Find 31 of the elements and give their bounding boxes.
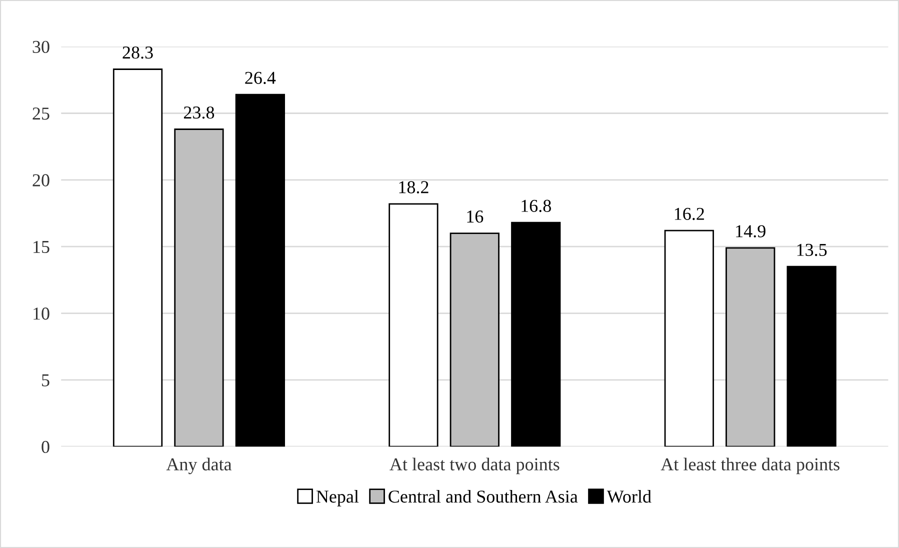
bar [511,222,561,447]
data-label: 28.3 [122,46,153,59]
bar [388,203,438,447]
y-tick-label: 30 [32,40,50,54]
data-label: 18.2 [399,181,428,194]
x-tick-label: Any data [166,458,232,474]
data-label: 16 [467,210,484,223]
y-tick-label: 20 [32,174,50,186]
data-label: 14.9 [736,225,766,238]
legend-label: Nepal [316,490,359,506]
y-tick-label: 10 [34,308,50,320]
bar [235,94,285,447]
bar [450,232,500,447]
bar [664,230,714,447]
y-tick-label: 25 [32,108,50,120]
x-tick-label: At least two data points [390,458,560,474]
x-tick-label: At least three data points [660,458,840,474]
y-tick-label: 0 [42,440,50,454]
y-tick-label: 15 [34,240,50,254]
y-tick-label: 5 [42,374,50,386]
data-label: 13.5 [797,244,827,256]
legend-label: Central and Southern Asia [388,490,578,503]
data-label: 16.8 [522,200,551,212]
data-label: 23.8 [184,106,214,119]
bar [726,247,776,447]
legend-label: World [606,490,652,503]
data-label: 16.2 [674,208,704,220]
bar [174,128,224,447]
data-label: 26.4 [245,72,276,84]
bar [786,266,836,447]
bar [112,68,163,447]
